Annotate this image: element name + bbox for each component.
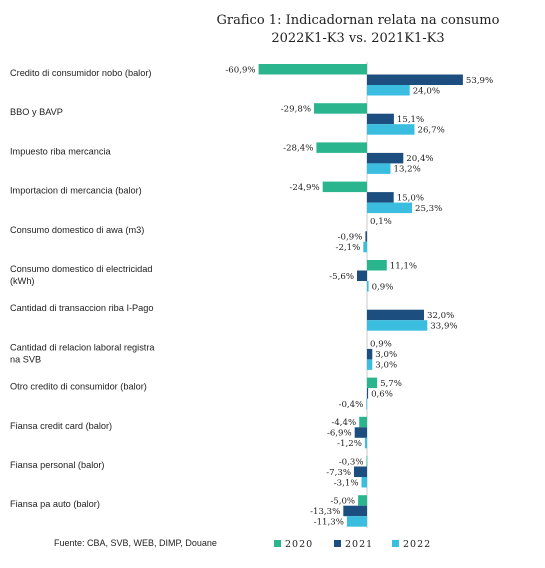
value-label-2021: -5,6% xyxy=(329,272,354,282)
chart-title: Grafico 1: Indicadornan relata na consum… xyxy=(217,13,500,28)
legend-swatch-2022 xyxy=(392,540,399,547)
bar-2021 xyxy=(367,309,424,321)
category-labels: Credito di consumidor nobo (balor) BBO y … xyxy=(10,68,155,509)
bar-2022 xyxy=(366,398,368,410)
bar-2020 xyxy=(258,64,367,75)
category-label: Fiansa pa auto (balor) xyxy=(10,499,100,509)
bar-2021 xyxy=(343,505,367,517)
value-label-2020: -5,0% xyxy=(330,497,355,507)
value-label-2022: 0,9% xyxy=(372,282,394,292)
category-label: Consumo domestico di awa (m3) xyxy=(10,225,144,235)
value-label-2021: -7,3% xyxy=(326,468,351,478)
value-label-2020: 5,7% xyxy=(380,379,402,389)
bar-2021 xyxy=(367,113,394,125)
category-label: Importacion di mercancia (balor) xyxy=(10,186,142,196)
value-label-2020: -24,9% xyxy=(289,183,319,193)
category-label: Fiansa personal (balor) xyxy=(10,460,104,470)
category-label: (kWh) xyxy=(10,276,35,286)
value-label-2022: 13,2% xyxy=(394,165,421,175)
value-label-2020: -0,3% xyxy=(339,457,364,467)
bar-2022 xyxy=(367,359,373,370)
value-label-2020: -29,8% xyxy=(281,105,311,115)
category-label: na SVB xyxy=(10,354,41,364)
value-label-2022: 24,0% xyxy=(413,86,440,96)
bar-2020 xyxy=(359,416,367,428)
value-label-2022: -1,2% xyxy=(337,439,362,449)
value-label-2021: 3,0% xyxy=(375,350,397,360)
bar-2020 xyxy=(358,495,367,506)
chart-subtitle: 2022K1-K3 vs. 2021K1-K3 xyxy=(271,31,444,46)
value-label-2022: 26,7% xyxy=(418,125,445,135)
bar-2022 xyxy=(346,516,367,527)
bar-2021 xyxy=(354,466,367,477)
value-label-2021: 53,9% xyxy=(466,76,493,86)
category-label: Credito di consumidor nobo (balor) xyxy=(10,68,151,78)
value-label-2022: 33,9% xyxy=(430,322,457,332)
value-label-2022: -0,4% xyxy=(339,400,364,410)
legend-swatch-2020 xyxy=(274,540,281,547)
legend: 2020 2021 2022 xyxy=(274,539,431,550)
value-label-2022: -3,1% xyxy=(334,478,359,488)
bar-2022 xyxy=(367,163,391,174)
bar-2022 xyxy=(367,281,369,292)
bar-2022 xyxy=(367,85,410,96)
value-label-2021: 0,6% xyxy=(371,389,393,399)
category-label: Consumo domestico di electricidad xyxy=(10,264,152,274)
bar-2021 xyxy=(354,427,367,438)
bar-2021 xyxy=(367,74,463,85)
value-label-extra: 0,1% xyxy=(370,217,392,227)
source-note: Fuente: CBA, SVB, WEB, DIMP, Douane xyxy=(54,538,217,548)
value-label-2022: -2,1% xyxy=(336,243,361,253)
legend-label-2020: 2020 xyxy=(285,539,313,550)
bar-2021 xyxy=(367,348,373,360)
bar-2020 xyxy=(316,142,367,153)
bar-2020 xyxy=(367,377,378,389)
legend-label-2022: 2022 xyxy=(403,539,431,550)
bar-2020 xyxy=(366,456,368,467)
value-labels: -60,9% 53,9% 24,0% -29,8% 15,1%26,7% -28,4% 20… xyxy=(225,65,493,527)
value-label-2021: 32,0% xyxy=(427,311,454,321)
bar-2021 xyxy=(367,192,394,203)
bar-2022 xyxy=(363,241,367,253)
bars xyxy=(258,64,463,527)
value-label-2020: -4,4% xyxy=(331,418,356,428)
category-label: Cantidad di relacion laboral registra xyxy=(10,342,155,352)
value-label-2021: 15,1% xyxy=(397,115,424,125)
value-label-2020: -28,4% xyxy=(283,144,313,154)
category-label: Otro credito di consumidor (balor) xyxy=(10,382,147,392)
legend-swatch-2021 xyxy=(334,540,341,547)
bar-2022 xyxy=(367,124,415,135)
value-label-2022: 25,3% xyxy=(415,204,442,214)
value-label-2021: -0,9% xyxy=(338,233,363,243)
category-label: Impuesto riba mercancia xyxy=(10,146,111,156)
bar-2021 xyxy=(357,270,367,281)
bar-2020 xyxy=(314,103,367,114)
value-label-2022: -11,3% xyxy=(314,518,344,528)
value-label-2021: 15,0% xyxy=(397,193,424,203)
bar-2022 xyxy=(361,477,367,488)
category-label: BBO y BAVP xyxy=(10,107,63,117)
value-label-2020: 11,1% xyxy=(390,261,417,271)
value-label-2020: -60,9% xyxy=(225,65,255,75)
value-label-2022: 3,0% xyxy=(375,361,397,371)
bar-2022 xyxy=(364,437,367,449)
bar-2022 xyxy=(367,320,428,331)
category-label: Fiansa credit card (balor) xyxy=(10,421,112,431)
category-label: Cantidad di transaccion riba I-Pago xyxy=(10,303,154,313)
value-label-2021: -13,3% xyxy=(310,507,340,517)
legend-label-2021: 2021 xyxy=(345,539,373,550)
value-label-2020: 0,9% xyxy=(370,340,392,350)
bar-2021 xyxy=(367,152,404,164)
bar-2020 xyxy=(322,181,367,193)
value-label-2021: -6,9% xyxy=(327,429,352,439)
bar-2021 xyxy=(365,231,367,242)
value-label-2021: 20,4% xyxy=(406,154,433,164)
bar-2022 xyxy=(367,202,412,214)
bar-2021 xyxy=(367,388,369,399)
bar-2020 xyxy=(367,260,387,271)
